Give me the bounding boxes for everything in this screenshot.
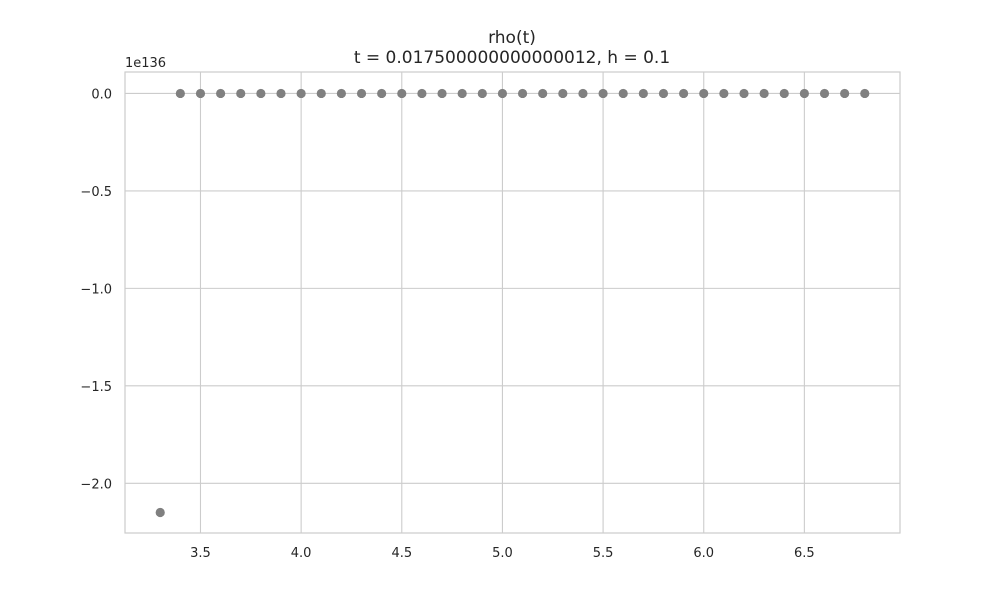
data-point [356, 88, 367, 99]
x-tick-label: 4.0 [291, 546, 312, 561]
data-point [437, 88, 447, 99]
chart-subtitle: t = 0.017500000000000012, h = 0.1 [354, 48, 670, 68]
y-tick-label: −0.5 [80, 185, 112, 200]
data-point [679, 88, 689, 99]
data-point [256, 88, 266, 99]
y-tick-label: 0.0 [91, 87, 112, 102]
data-point [658, 88, 669, 99]
plot-frame [124, 71, 901, 534]
y-tick-labels: 0.0 −0.5 −1.0 −1.5 −2.0 [80, 87, 112, 492]
data-point [175, 88, 185, 99]
data-point [457, 88, 467, 99]
data-point [296, 88, 306, 99]
y-tick-label: −2.0 [80, 477, 112, 492]
x-tick-label: 5.5 [593, 546, 614, 561]
x-tick-labels: 3.5 4.0 4.5 5.0 5.5 6.0 6.5 [190, 546, 815, 561]
data-point [719, 88, 729, 99]
data-point [276, 88, 286, 99]
chart-title: rho(t) [488, 28, 536, 48]
data-point [558, 88, 568, 99]
x-tick-label: 4.5 [391, 546, 412, 561]
data-point [819, 88, 830, 99]
data-point [779, 88, 789, 99]
y-offset-label: 1e136 [125, 56, 166, 71]
x-tick-label: 3.5 [190, 546, 211, 561]
data-point [618, 88, 628, 99]
data-point [840, 88, 850, 99]
data-point [759, 88, 769, 99]
data-point [739, 88, 749, 99]
data-point [799, 88, 809, 99]
data-point [578, 88, 588, 99]
x-tick-label: 6.0 [693, 546, 714, 561]
x-tick-label: 6.5 [794, 546, 815, 561]
x-tick-label: 5.0 [492, 546, 513, 561]
y-tick-label: −1.0 [80, 282, 112, 297]
y-tick-label: −1.5 [80, 380, 112, 395]
data-point [155, 507, 165, 518]
data-point [336, 88, 346, 99]
data-point [477, 88, 487, 99]
data-point [377, 88, 387, 99]
data-point [598, 88, 608, 99]
data-point [497, 88, 508, 99]
grid-layer [125, 72, 900, 533]
data-point [699, 88, 709, 99]
data-point [216, 88, 226, 99]
data-point [638, 88, 648, 99]
points-layer [155, 88, 870, 518]
data-point [236, 88, 246, 99]
data-point [860, 88, 870, 99]
data-point [316, 88, 326, 99]
data-point [517, 88, 528, 99]
data-point [397, 88, 407, 99]
data-point [195, 88, 206, 99]
data-point [417, 88, 427, 99]
data-point [538, 88, 548, 99]
